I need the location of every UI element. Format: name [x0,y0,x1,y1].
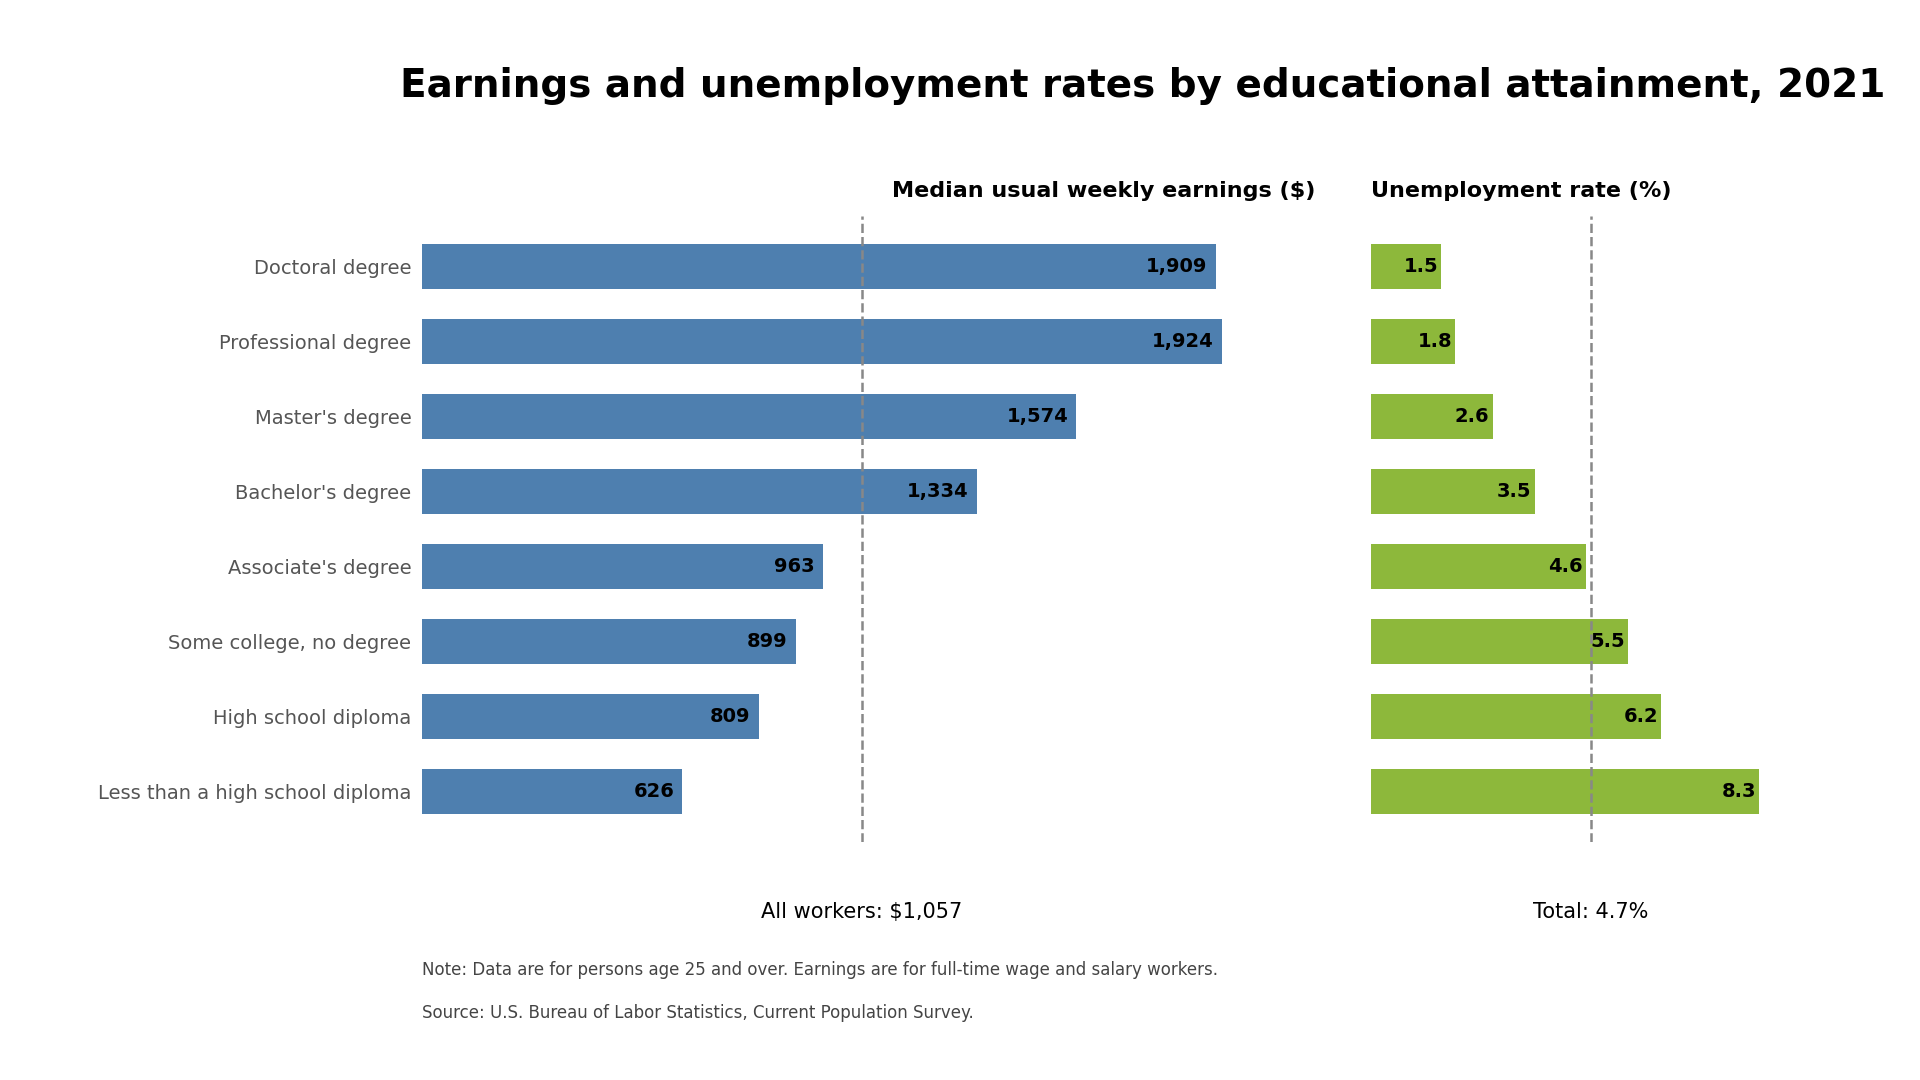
Bar [1371,769,1759,814]
Text: Note: Data are for persons age 25 and over. Earnings are for full-time wage and : Note: Data are for persons age 25 and ov… [422,961,1219,980]
Text: Unemployment rate (%): Unemployment rate (%) [1371,180,1672,201]
Bar [1371,394,1492,440]
Bar [1371,320,1455,364]
Bar [422,694,758,739]
Bar [422,244,1215,289]
Text: 2.6: 2.6 [1455,407,1490,427]
Text: 1.5: 1.5 [1404,257,1438,276]
Bar [1371,619,1628,664]
Text: 6.2: 6.2 [1622,707,1657,726]
Bar [422,769,682,814]
Bar [1371,694,1661,739]
Text: 899: 899 [747,632,787,651]
Bar [1371,244,1442,289]
Text: 626: 626 [634,782,674,801]
Text: 5.5: 5.5 [1590,632,1624,651]
Text: Earnings and unemployment rates by educational attainment, 2021: Earnings and unemployment rates by educa… [399,67,1885,106]
Text: 963: 963 [774,557,814,576]
Text: Median usual weekly earnings ($): Median usual weekly earnings ($) [893,180,1315,201]
Text: Source: U.S. Bureau of Labor Statistics, Current Population Survey.: Source: U.S. Bureau of Labor Statistics,… [422,1004,973,1023]
Bar [422,320,1221,364]
Text: 1,574: 1,574 [1006,407,1068,427]
Bar [422,544,822,590]
Text: 1,924: 1,924 [1152,333,1213,351]
Text: 1,334: 1,334 [906,483,968,501]
Text: 1.8: 1.8 [1417,333,1452,351]
Bar [422,394,1077,440]
Text: Total: 4.7%: Total: 4.7% [1534,902,1649,922]
Text: 3.5: 3.5 [1498,483,1532,501]
Text: 809: 809 [710,707,751,726]
Bar [1371,469,1534,514]
Text: 4.6: 4.6 [1548,557,1584,576]
Text: All workers: $1,057: All workers: $1,057 [760,902,962,922]
Bar [422,619,797,664]
Text: 1,909: 1,909 [1146,257,1208,276]
Bar [422,469,977,514]
Text: 8.3: 8.3 [1722,782,1757,801]
Bar [1371,544,1586,590]
